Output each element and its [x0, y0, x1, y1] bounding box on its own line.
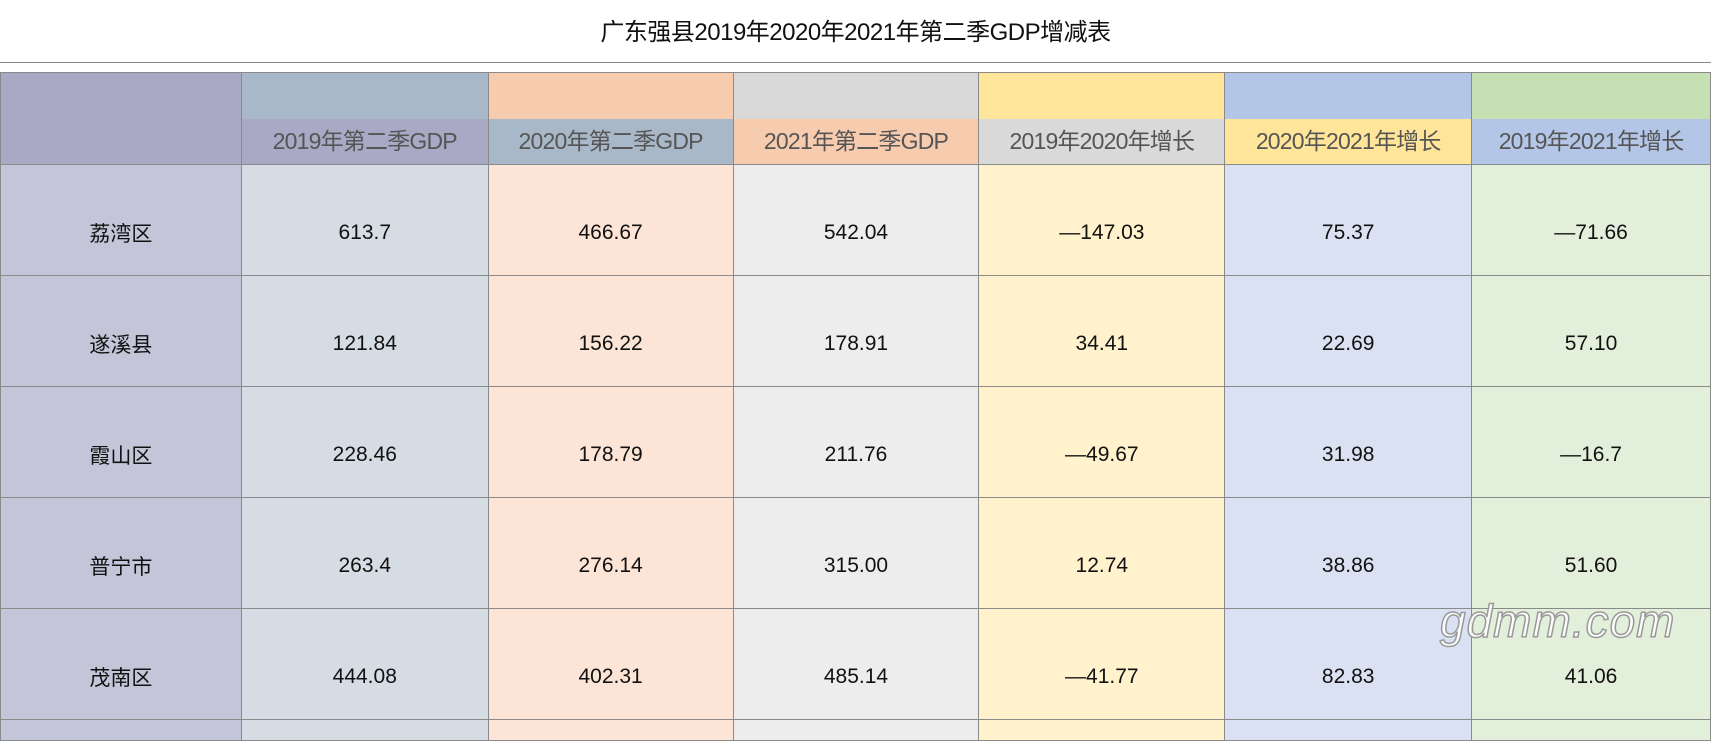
column-header: 2019年2020年增长: [978, 72, 1226, 165]
table-cell: —147.03: [978, 164, 1226, 276]
table-cell: 211.76: [732, 386, 980, 498]
table-cell: 12.74: [978, 497, 1226, 609]
table-row: 霞山区 228.46 178.79 211.76 —49.67 31.98 —16.7: [0, 386, 1711, 498]
header-corner: [0, 72, 242, 165]
table-cell: 121.84: [240, 275, 489, 387]
table-cell: 402.31: [487, 608, 734, 720]
column-header: 2019年第二季GDP: [240, 72, 489, 165]
column-header: 2020年2021年增长: [1224, 72, 1473, 165]
table-cell: 31.98: [1224, 386, 1473, 498]
table-cell: —41.77: [978, 608, 1226, 720]
table-cell: [0, 719, 242, 741]
table-cell: 156.22: [487, 275, 734, 387]
title-divider: [0, 62, 1711, 63]
column-header: 2020年第二季GDP: [487, 72, 734, 165]
table-row: 遂溪县 121.84 156.22 178.91 34.41 22.69 57.10: [0, 275, 1711, 387]
header-top-band: [241, 73, 488, 119]
region-name: 遂溪县: [0, 275, 242, 387]
table-cell: 276.14: [487, 497, 734, 609]
table-cell: [732, 719, 980, 741]
header-label: 2020年2021年增长: [1225, 119, 1472, 164]
header-label: 2021年第二季GDP: [733, 119, 979, 164]
column-header: 2019年2021年增长: [1471, 72, 1711, 165]
header-top-band: [733, 73, 979, 119]
table-cell: —16.7: [1471, 386, 1711, 498]
table-cell: [1224, 719, 1473, 741]
table-cell: 315.00: [732, 497, 980, 609]
table-cell: 51.60: [1471, 497, 1711, 609]
table-cell: [487, 719, 734, 741]
header-top-band: [979, 73, 1225, 119]
table-cell: 263.4: [240, 497, 489, 609]
table-cell: 22.69: [1224, 275, 1473, 387]
header-row: 2019年第二季GDP 2020年第二季GDP 2021年第二季GDP 2019年20…: [0, 72, 1711, 165]
table-cell: [1471, 719, 1711, 741]
table-cell: 41.06: [1471, 608, 1711, 720]
table-row: 普宁市 263.4 276.14 315.00 12.74 38.86 51.60: [0, 497, 1711, 609]
table-cell: 444.08: [240, 608, 489, 720]
table-cell: 613.7: [240, 164, 489, 276]
region-name: 普宁市: [0, 497, 242, 609]
header-label: 2019年2021年增长: [1472, 119, 1710, 164]
table-cell: [240, 719, 489, 741]
header-top-band: [488, 73, 733, 119]
header-label: 2020年第二季GDP: [488, 119, 733, 164]
table-cell: 34.41: [978, 275, 1226, 387]
table-cell: 82.83: [1224, 608, 1473, 720]
table-row-partial: [0, 719, 1711, 741]
table-cell: 178.91: [732, 275, 980, 387]
region-name: 霞山区: [0, 386, 242, 498]
header-top-band: [1225, 73, 1472, 119]
header-label: 2019年第二季GDP: [241, 119, 488, 164]
table-cell: 485.14: [732, 608, 980, 720]
table-row: 茂南区 444.08 402.31 485.14 —41.77 82.83 41.06: [0, 608, 1711, 720]
table-row: 荔湾区 613.7 466.67 542.04 —147.03 75.37 —71.66: [0, 164, 1711, 276]
header-label: 2019年2020年增长: [979, 119, 1225, 164]
header-top-band: [1472, 73, 1710, 119]
table-cell: [978, 719, 1226, 741]
table-cell: —49.67: [978, 386, 1226, 498]
watermark: gdmm.com: [1439, 594, 1676, 648]
table-cell: 38.86: [1224, 497, 1473, 609]
table-cell: 75.37: [1224, 164, 1473, 276]
table-cell: 466.67: [487, 164, 734, 276]
region-name: 茂南区: [0, 608, 242, 720]
page-title: 广东强县2019年2020年2021年第二季GDP增减表: [600, 19, 1111, 46]
table-cell: 178.79: [487, 386, 734, 498]
column-header: 2021年第二季GDP: [732, 72, 980, 165]
table-cell: —71.66: [1471, 164, 1711, 276]
table-cell: 228.46: [240, 386, 489, 498]
table-cell: 542.04: [732, 164, 980, 276]
table-cell: 57.10: [1471, 275, 1711, 387]
region-name: 荔湾区: [0, 164, 242, 276]
gdp-table: 2019年第二季GDP 2020年第二季GDP 2021年第二季GDP 2019年20…: [0, 72, 1711, 741]
